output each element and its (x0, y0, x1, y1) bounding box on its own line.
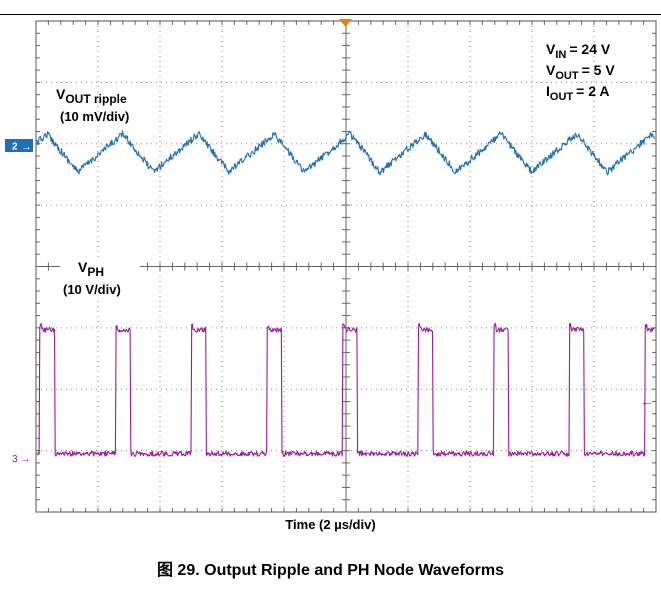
channel-3-label: 3 (12, 454, 18, 465)
series-vout-ripple-trace (36, 130, 655, 176)
vout-series-scale: (10 mV/div) (60, 109, 129, 124)
channel-2-marker: 2 → (5, 139, 33, 153)
vout-series-name: VOUT ripple (56, 86, 127, 106)
x-axis-label: Time (2 µs/div) (285, 517, 376, 532)
vph-label-mask (60, 258, 140, 298)
channel-2-label: 2 (12, 142, 18, 153)
series-vph-trace (36, 322, 655, 457)
traces (36, 130, 655, 457)
vout-label: VOUT = 5 V (546, 62, 615, 82)
conditions-text: VIN = 24 V VOUT = 5 V IOUT = 2 A (546, 41, 615, 103)
vph-series-scale: (10 V/div) (63, 282, 121, 297)
top-rule (0, 14, 661, 15)
channel-3-arrow-icon: → (20, 453, 31, 465)
vph-series-label: VPH (10 V/div) (60, 258, 140, 298)
trigger-marker-icon (339, 19, 352, 27)
vout-series-label: VOUT ripple (10 mV/div) (56, 86, 129, 124)
vph-series-name: VPH (78, 259, 104, 279)
channel-3-marker: 3 → (12, 453, 31, 465)
vin-label: VIN = 24 V (546, 41, 611, 61)
iout-label: IOUT = 2 A (546, 83, 609, 103)
channel-2-arrow-icon: → (21, 141, 32, 153)
figure-caption: 图 29. Output Ripple and PH Node Waveform… (156, 562, 504, 579)
reference-arrow-icon: ← (640, 393, 654, 409)
